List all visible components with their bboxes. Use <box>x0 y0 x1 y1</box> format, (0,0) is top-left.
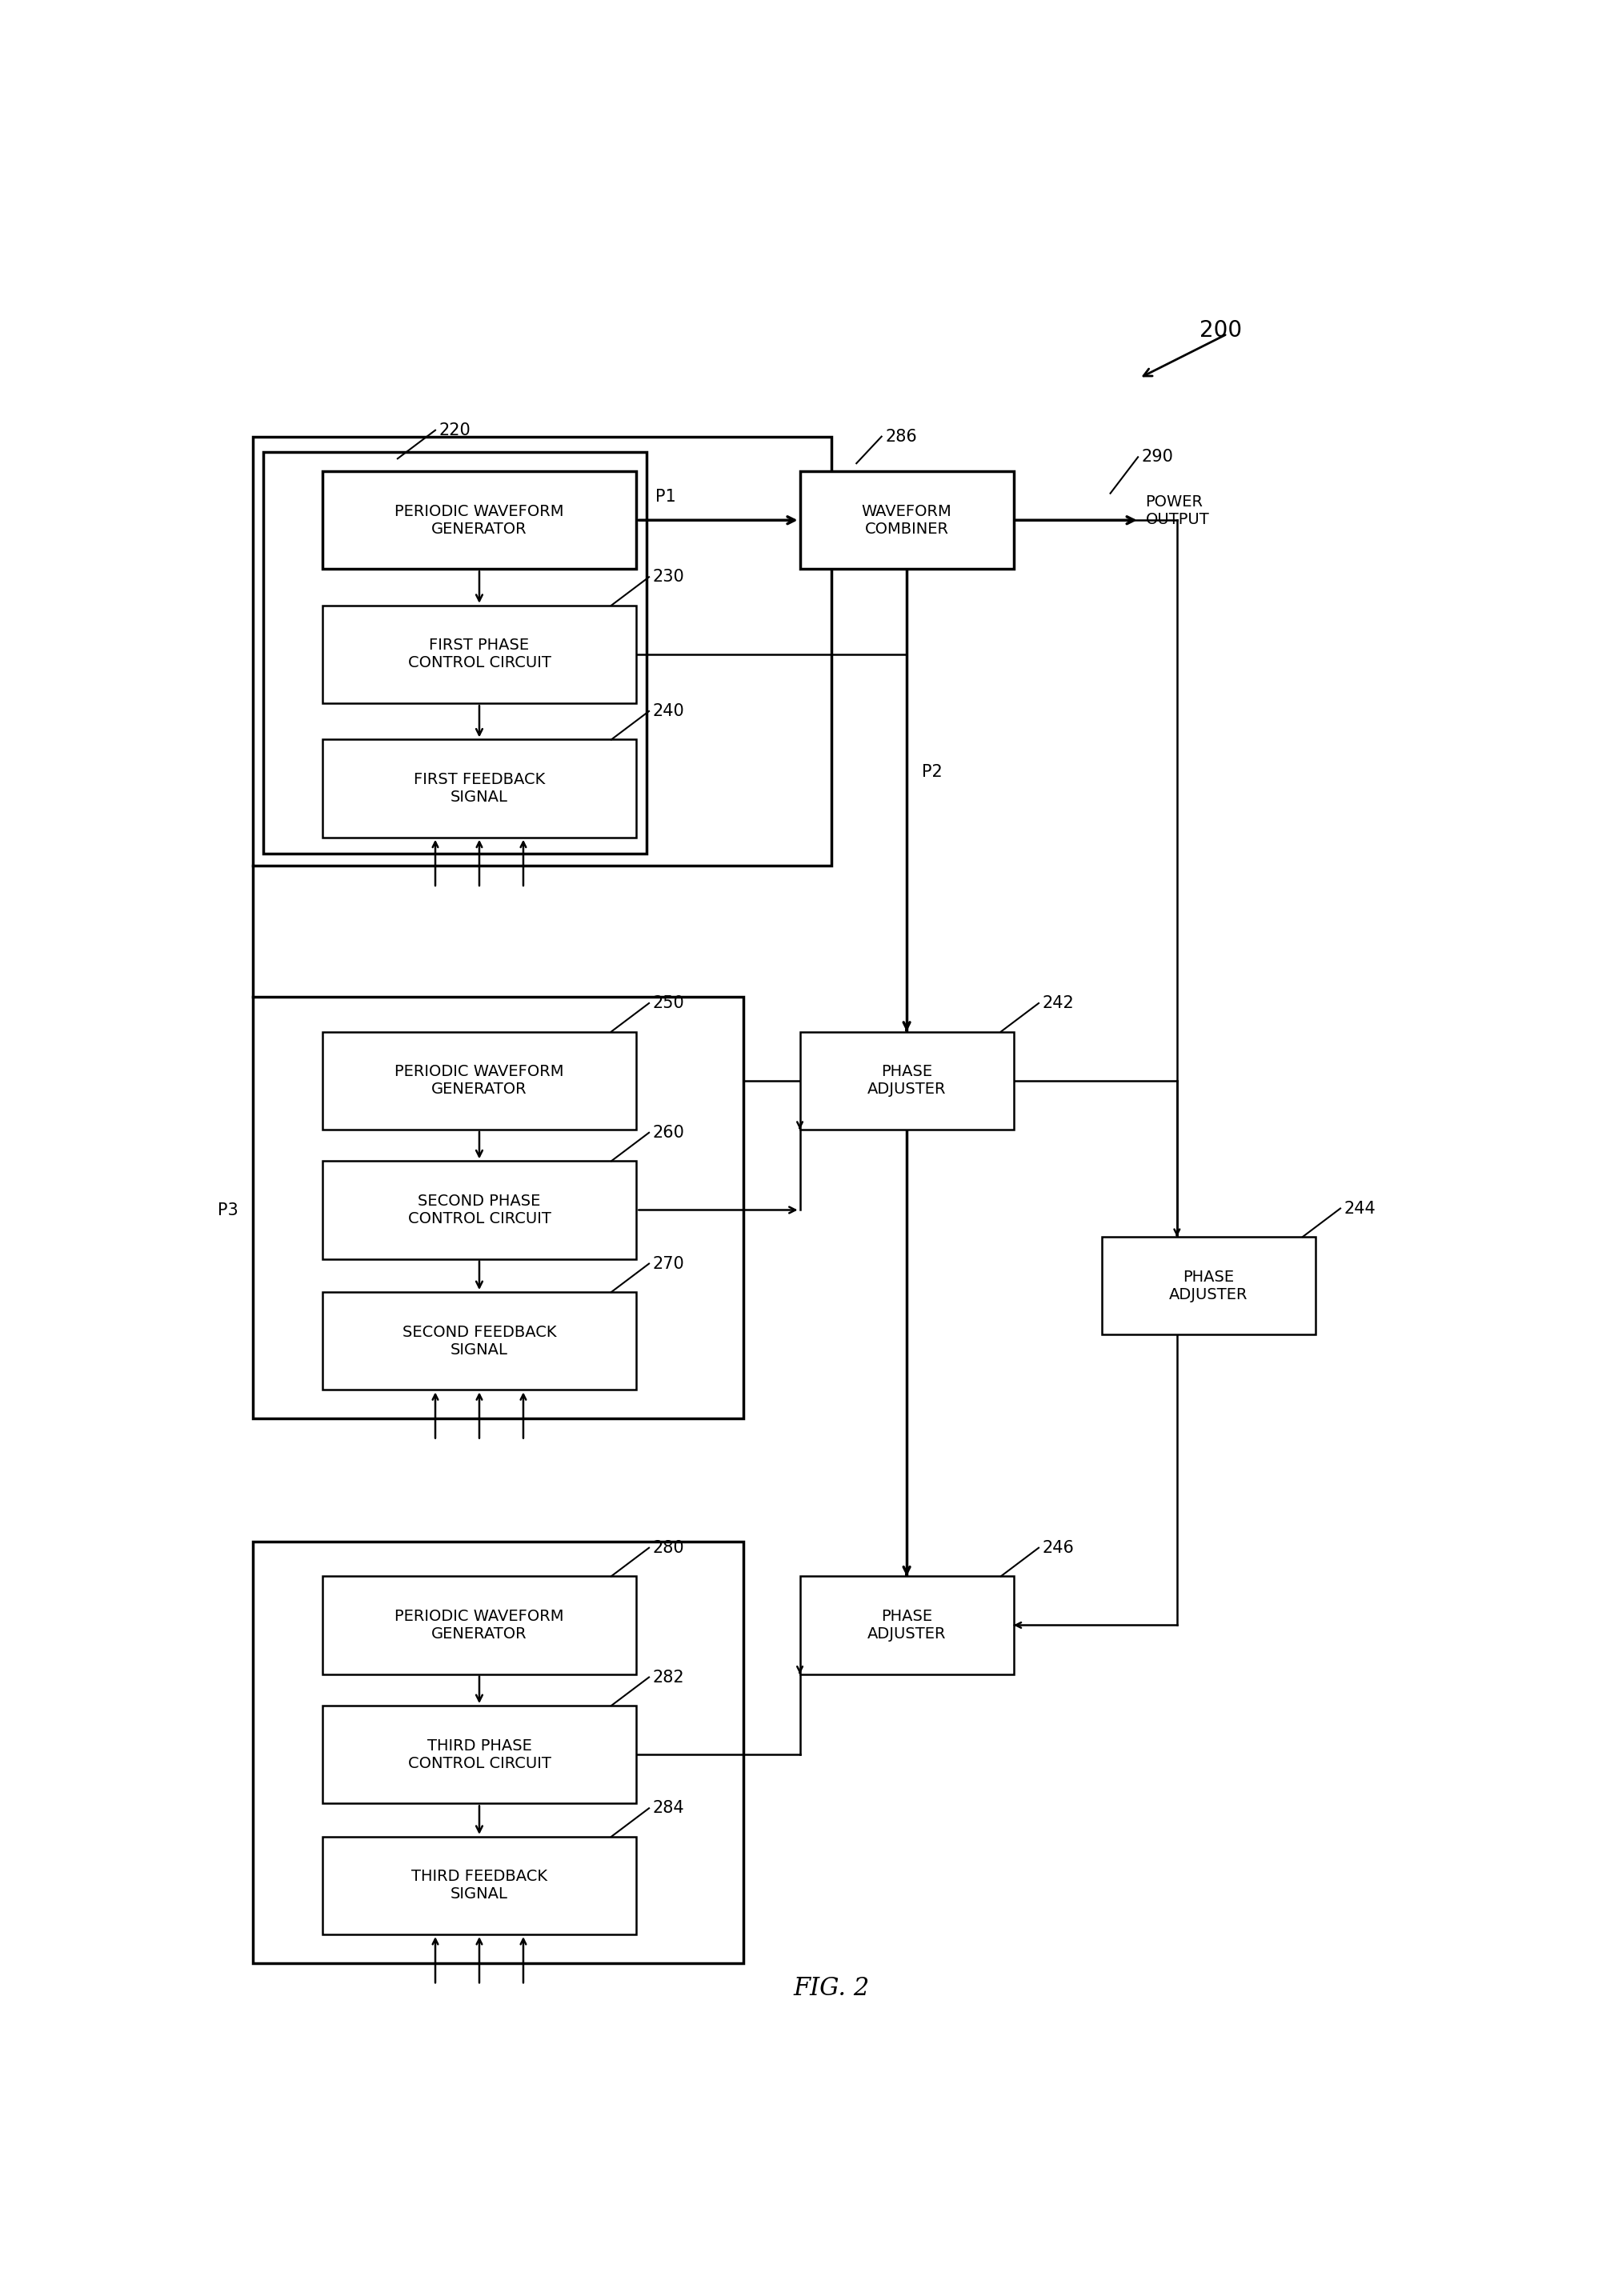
Bar <box>323 471 636 569</box>
Bar <box>1101 1238 1315 1334</box>
Bar <box>800 1575 1014 1674</box>
Text: 284: 284 <box>652 1800 684 1816</box>
Bar <box>323 1293 636 1389</box>
Bar <box>323 1706 636 1805</box>
Text: P3: P3 <box>217 1203 238 1219</box>
Bar <box>253 1541 743 1963</box>
Text: 242: 242 <box>1043 994 1074 1010</box>
Text: FIRST FEEDBACK
SIGNAL: FIRST FEEDBACK SIGNAL <box>414 771 545 806</box>
Text: THIRD PHASE
CONTROL CIRCUIT: THIRD PHASE CONTROL CIRCUIT <box>407 1738 551 1770</box>
Text: PERIODIC WAVEFORM
GENERATOR: PERIODIC WAVEFORM GENERATOR <box>394 503 564 537</box>
Text: THIRD FEEDBACK
SIGNAL: THIRD FEEDBACK SIGNAL <box>412 1869 547 1901</box>
Text: POWER
OUTPUT: POWER OUTPUT <box>1145 494 1210 528</box>
Bar <box>253 436 832 866</box>
Text: 290: 290 <box>1142 450 1174 466</box>
Text: PHASE
ADJUSTER: PHASE ADJUSTER <box>868 1063 946 1097</box>
Text: 220: 220 <box>440 422 470 439</box>
Text: 244: 244 <box>1345 1201 1375 1217</box>
Text: 200: 200 <box>1200 319 1242 342</box>
Text: PERIODIC WAVEFORM
GENERATOR: PERIODIC WAVEFORM GENERATOR <box>394 1063 564 1097</box>
Bar <box>800 471 1014 569</box>
Text: SECOND FEEDBACK
SIGNAL: SECOND FEEDBACK SIGNAL <box>402 1325 556 1357</box>
Bar <box>800 1031 1014 1130</box>
Bar <box>323 606 636 703</box>
Text: PHASE
ADJUSTER: PHASE ADJUSTER <box>1169 1270 1247 1302</box>
Bar <box>253 996 743 1419</box>
Text: 260: 260 <box>652 1125 684 1141</box>
Text: 230: 230 <box>652 569 684 585</box>
Text: 280: 280 <box>652 1541 684 1557</box>
Text: FIG. 2: FIG. 2 <box>793 1977 869 2000</box>
Text: FIRST PHASE
CONTROL CIRCUIT: FIRST PHASE CONTROL CIRCUIT <box>407 638 551 670</box>
Text: 282: 282 <box>652 1669 684 1685</box>
Text: 250: 250 <box>652 994 684 1010</box>
Text: SECOND PHASE
CONTROL CIRCUIT: SECOND PHASE CONTROL CIRCUIT <box>407 1194 551 1226</box>
Bar <box>323 1575 636 1674</box>
Text: P1: P1 <box>655 489 676 505</box>
Bar <box>323 1837 636 1936</box>
Bar <box>323 739 636 838</box>
Bar <box>323 1031 636 1130</box>
Text: 286: 286 <box>886 429 916 445</box>
Bar <box>323 1162 636 1258</box>
Text: 270: 270 <box>652 1256 684 1272</box>
Text: 240: 240 <box>652 703 684 719</box>
Text: P2: P2 <box>921 765 942 781</box>
Bar <box>263 452 647 854</box>
Text: 246: 246 <box>1043 1541 1074 1557</box>
Text: WAVEFORM
COMBINER: WAVEFORM COMBINER <box>861 503 952 537</box>
Text: PERIODIC WAVEFORM
GENERATOR: PERIODIC WAVEFORM GENERATOR <box>394 1609 564 1642</box>
Text: PHASE
ADJUSTER: PHASE ADJUSTER <box>868 1609 946 1642</box>
